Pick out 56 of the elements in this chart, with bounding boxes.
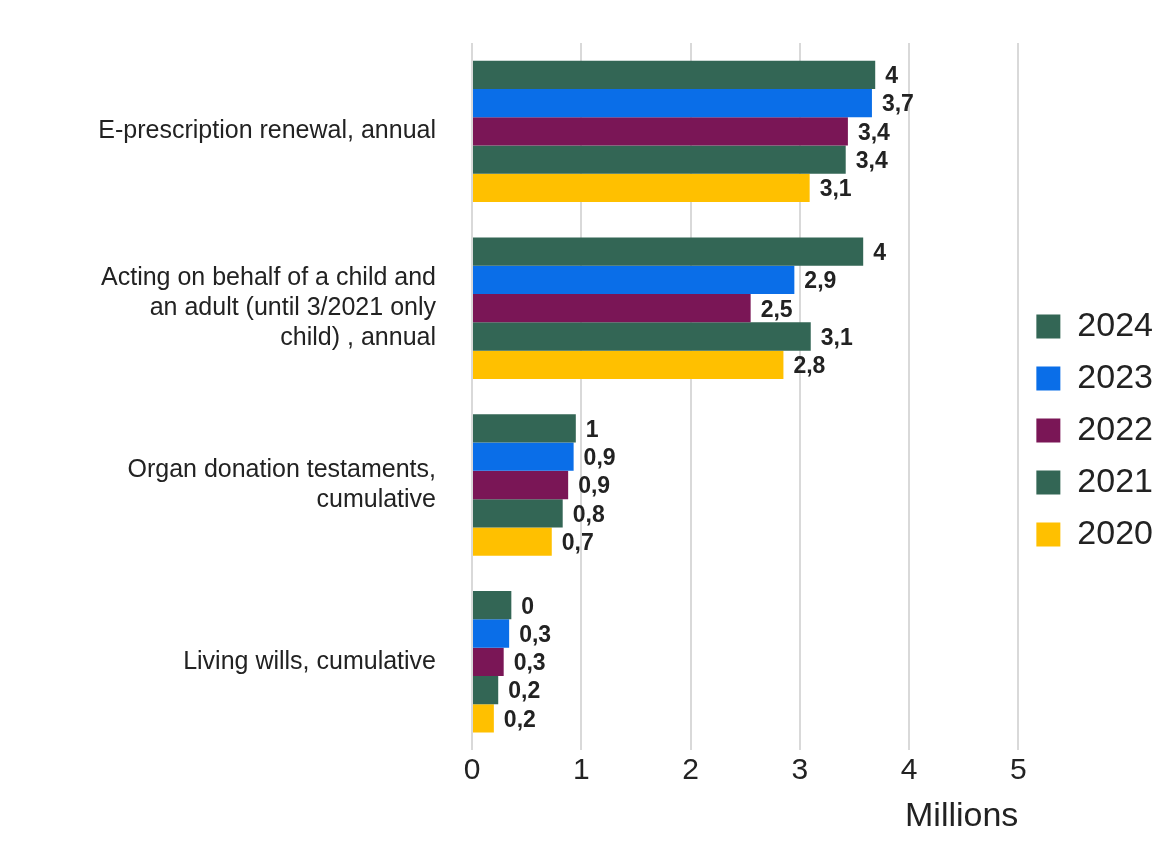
bar	[473, 619, 510, 648]
bar	[473, 145, 846, 174]
data-label: 4	[885, 62, 899, 89]
x-tick-label: 2	[682, 752, 699, 786]
x-tick-label: 5	[1010, 752, 1027, 786]
data-label: 1	[585, 415, 599, 442]
data-label: 0,2	[503, 705, 536, 732]
bar	[473, 527, 552, 556]
data-label: 3,7	[881, 90, 914, 117]
legend-label: 2024	[1077, 304, 1153, 343]
bar	[473, 265, 795, 295]
data-label: 0,2	[508, 677, 541, 704]
legend-label: 2022	[1077, 408, 1153, 447]
bar	[473, 60, 876, 89]
data-label: 0,3	[513, 649, 546, 676]
y-tick-label: Organ donation testaments, cumulative	[127, 453, 436, 512]
x-axis-title: Millions	[905, 794, 1019, 833]
bar	[473, 499, 563, 528]
legend-label: 2020	[1077, 512, 1153, 551]
data-label: 3,4	[855, 147, 888, 174]
bar	[473, 117, 848, 146]
data-label: 3,4	[857, 118, 891, 145]
x-tick-label: 3	[791, 752, 809, 786]
data-label: 0,9	[583, 444, 616, 471]
bar	[473, 704, 494, 733]
data-label: 2,8	[793, 352, 826, 379]
data-label: 4	[873, 238, 887, 265]
data-label: 2,5	[760, 295, 793, 322]
data-label: 0,7	[561, 528, 594, 555]
bar	[473, 350, 784, 379]
data-label: 3,1	[819, 175, 852, 202]
y-tick-label: E-prescription renewal, annual	[98, 115, 436, 144]
data-label: 0	[521, 592, 535, 619]
legend-label: 2021	[1077, 460, 1153, 499]
bar	[473, 647, 504, 676]
x-tick-label: 4	[900, 752, 918, 786]
data-label: 0,8	[572, 500, 605, 527]
data-label: 3,1	[820, 323, 853, 350]
y-tick-label: Acting on behalf of a child and an adult (until 3/2021 only child) , annual	[101, 262, 437, 351]
x-tick-label: 0	[463, 752, 481, 786]
bar	[473, 88, 872, 118]
data-label: 0,3	[519, 620, 552, 647]
bar	[473, 470, 569, 500]
data-label: 0,9	[578, 472, 611, 499]
bar	[473, 173, 810, 203]
legend-label: 2023	[1077, 356, 1153, 395]
bar	[473, 591, 512, 620]
bar	[473, 675, 499, 705]
y-tick-label: Living wills, cumulative	[183, 645, 436, 674]
bar	[473, 322, 811, 351]
bar	[473, 442, 574, 471]
bar	[473, 294, 751, 323]
x-tick-label: 1	[572, 752, 590, 786]
bar	[473, 237, 864, 266]
bar	[473, 414, 576, 443]
data-label: 2,9	[804, 267, 837, 294]
